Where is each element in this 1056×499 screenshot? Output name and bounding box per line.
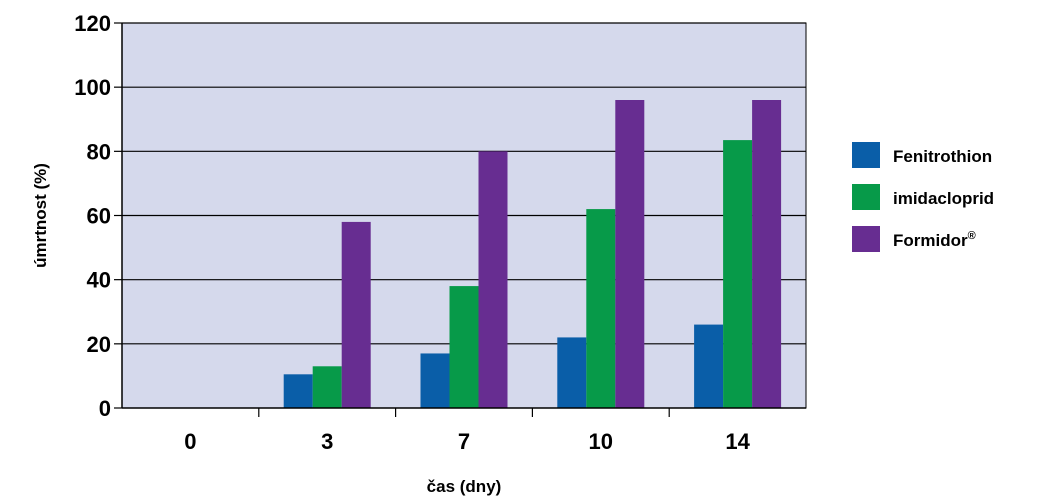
- y-tick-label: 100: [74, 75, 111, 100]
- legend-swatch: [852, 142, 880, 168]
- bar-imidacloprid-10: [586, 209, 616, 408]
- x-axis-title: čas (dny): [427, 477, 502, 496]
- bar-fenitrothion-10: [557, 337, 587, 408]
- legend-label: imidacloprid: [893, 189, 994, 208]
- x-tick-label: 10: [589, 429, 613, 454]
- y-axis-title: úmrtnost (%): [31, 163, 50, 268]
- legend-label: Formidor®: [893, 230, 976, 250]
- bar-formidor-10: [615, 100, 645, 408]
- bar-imidacloprid-3: [312, 366, 342, 408]
- bar-imidacloprid-7: [449, 286, 479, 408]
- x-tick-label: 3: [321, 429, 333, 454]
- bar-fenitrothion-3: [283, 374, 313, 408]
- bar-imidacloprid-14: [723, 140, 753, 408]
- bar-formidor-7: [478, 151, 508, 409]
- legend-label: Fenitrothion: [893, 147, 992, 166]
- legend-swatch: [852, 226, 880, 252]
- y-tick-label: 80: [87, 139, 111, 164]
- y-tick-label: 120: [74, 11, 111, 36]
- bar-fenitrothion-14: [694, 324, 724, 408]
- legend-swatch: [852, 184, 880, 210]
- axes: [121, 23, 806, 417]
- x-tick-label: 7: [458, 429, 470, 454]
- y-tick-label: 40: [87, 268, 111, 293]
- bar-fenitrothion-7: [420, 353, 450, 408]
- bar-formidor-14: [752, 100, 782, 408]
- bars: [283, 100, 782, 409]
- y-tick-labels: 0 20 40 60 80 100 120: [74, 11, 111, 421]
- bar-formidor-3: [341, 221, 371, 408]
- y-tick-label: 20: [87, 332, 111, 357]
- y-tick-label: 0: [99, 396, 111, 421]
- x-tick-label: 14: [725, 429, 750, 454]
- x-tick-label: 0: [184, 429, 196, 454]
- legend: Fenitrothion imidacloprid Formidor®: [852, 142, 994, 252]
- gridlines: [114, 22, 806, 409]
- x-tick-labels: 0 3 7 10 14: [184, 429, 750, 454]
- y-tick-label: 60: [87, 204, 111, 229]
